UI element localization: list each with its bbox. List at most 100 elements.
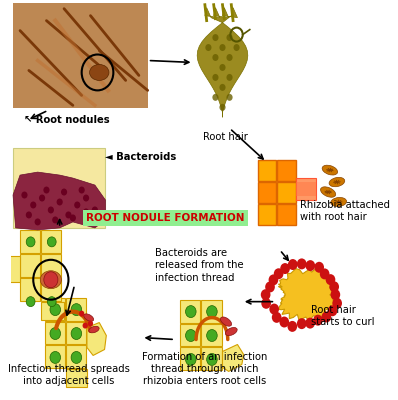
Polygon shape (222, 344, 244, 372)
Circle shape (288, 259, 298, 270)
Ellipse shape (322, 165, 338, 175)
Circle shape (50, 304, 60, 316)
Ellipse shape (329, 177, 345, 187)
Ellipse shape (40, 271, 61, 289)
Circle shape (70, 214, 76, 222)
Circle shape (30, 202, 36, 208)
Circle shape (71, 352, 82, 364)
Polygon shape (87, 322, 106, 356)
Circle shape (269, 304, 279, 314)
Ellipse shape (331, 198, 347, 206)
Bar (201, 348, 222, 370)
Bar (201, 300, 222, 322)
Bar (297, 178, 316, 200)
Bar (13, 148, 105, 228)
Circle shape (82, 322, 88, 328)
Bar (258, 182, 276, 203)
Text: Infection thread spreads
into adjacent cells: Infection thread spreads into adjacent c… (8, 364, 129, 386)
Circle shape (305, 318, 315, 328)
Circle shape (213, 34, 219, 41)
Bar (180, 300, 201, 322)
Circle shape (50, 328, 60, 340)
Text: Root hair: Root hair (203, 132, 248, 142)
Circle shape (226, 34, 232, 41)
Circle shape (88, 320, 93, 326)
Bar (13, 3, 148, 108)
Circle shape (83, 194, 89, 202)
Circle shape (79, 311, 84, 316)
Bar (41, 254, 61, 277)
Circle shape (219, 44, 226, 51)
Circle shape (314, 262, 324, 273)
Circle shape (47, 297, 56, 307)
Circle shape (213, 54, 219, 61)
Circle shape (26, 212, 32, 218)
Text: ◄ Bacteroids: ◄ Bacteroids (105, 152, 177, 162)
Circle shape (83, 208, 89, 216)
Ellipse shape (90, 64, 109, 80)
Ellipse shape (220, 317, 232, 326)
Text: Rhizobia attached
with root hair: Rhizobia attached with root hair (300, 200, 390, 222)
Circle shape (261, 298, 271, 309)
Circle shape (269, 274, 278, 285)
Circle shape (297, 318, 306, 329)
Bar (20, 230, 40, 253)
Bar (277, 182, 296, 203)
Ellipse shape (89, 326, 99, 333)
Circle shape (265, 282, 275, 292)
Circle shape (329, 281, 339, 292)
Circle shape (35, 218, 41, 226)
Circle shape (26, 297, 35, 307)
Bar (45, 322, 65, 344)
Circle shape (71, 328, 82, 340)
Circle shape (279, 316, 289, 328)
Ellipse shape (225, 328, 237, 336)
Circle shape (185, 354, 196, 366)
Circle shape (272, 312, 281, 323)
Bar (66, 346, 86, 368)
Polygon shape (278, 267, 337, 322)
Circle shape (57, 198, 63, 206)
Bar (66, 322, 86, 344)
Circle shape (43, 186, 49, 194)
Circle shape (219, 84, 226, 91)
Circle shape (330, 289, 340, 300)
Circle shape (207, 354, 217, 366)
Circle shape (328, 305, 338, 316)
Bar (41, 230, 61, 253)
Circle shape (297, 258, 306, 269)
Circle shape (213, 94, 219, 101)
Circle shape (305, 260, 315, 271)
Circle shape (219, 64, 226, 71)
Circle shape (50, 352, 60, 364)
Bar (277, 160, 296, 181)
Circle shape (78, 186, 85, 194)
Circle shape (213, 74, 219, 81)
Bar (180, 348, 201, 370)
Circle shape (326, 274, 336, 285)
Bar (297, 182, 316, 196)
Bar (45, 298, 65, 320)
Circle shape (92, 206, 98, 214)
Bar (20, 278, 40, 301)
Bar (180, 324, 201, 346)
Bar (258, 160, 276, 181)
Circle shape (207, 306, 217, 318)
Polygon shape (13, 172, 105, 230)
Bar (20, 254, 40, 277)
Polygon shape (66, 370, 87, 387)
Circle shape (313, 315, 323, 326)
Circle shape (287, 321, 297, 332)
Circle shape (74, 202, 80, 208)
Text: ROOT NODULE FORMATION: ROOT NODULE FORMATION (86, 213, 244, 223)
Circle shape (322, 312, 331, 322)
Circle shape (226, 54, 232, 61)
Circle shape (65, 212, 72, 218)
Bar (41, 278, 61, 301)
Circle shape (48, 206, 54, 214)
Circle shape (226, 74, 232, 81)
Circle shape (21, 192, 27, 198)
Circle shape (274, 268, 283, 279)
Bar (201, 324, 222, 346)
Circle shape (261, 289, 271, 300)
